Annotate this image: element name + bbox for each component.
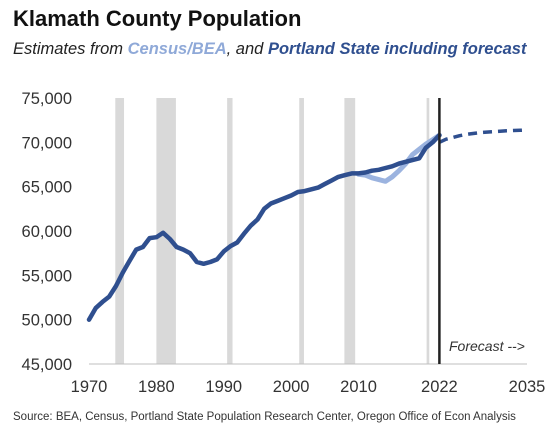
x-tick-label: 1970 [71,378,108,396]
y-tick-label: 55,000 [22,267,72,285]
subtitle-middle: , and [226,40,268,58]
y-axis-tick-labels: 45,000 50,000 55,000 60,000 65,000 70,000 75,0… [22,90,72,374]
y-tick-label: 75,000 [22,90,72,108]
forecast-label: Forecast --> [449,338,525,354]
x-tick-label: 2035 [509,378,546,396]
x-axis-tick-labels: 1970 1980 1990 2000 2010 2022 2035 [71,378,546,396]
y-tick-label: 60,000 [22,223,72,241]
x-tick-label: 2000 [273,378,310,396]
y-tick-label: 45,000 [22,356,72,374]
y-tick-label: 50,000 [22,312,72,330]
recession-band-6 [426,98,430,364]
chart-title: Klamath County Population [13,6,302,31]
x-tick-label: 1990 [205,378,242,396]
census-bea-line [356,132,442,184]
x-tick-label: 2022 [421,378,458,396]
subtitle-census-series: Census/BEA [127,40,227,58]
y-tick-label: 70,000 [22,134,72,152]
subtitle-psu-series: Portland State including forecast [267,40,527,58]
x-tick-label: 2010 [340,378,377,396]
x-tick-label: 1980 [138,378,175,396]
chart-subtitle: Estimates from Census/BEA, and Portland … [13,40,526,59]
recession-bands [115,98,430,364]
recession-band-5 [344,98,356,364]
subtitle-prefix: Estimates from [13,40,128,58]
portland-state-forecast-line [438,128,528,144]
y-tick-label: 65,000 [22,179,72,197]
recession-band-1 [115,98,125,364]
recession-band-2 [156,98,176,364]
source-note: Source: BEA, Census, Portland State Popu… [13,411,516,423]
series-lines [86,128,528,322]
recession-band-3 [227,98,233,364]
portland-state-line [86,132,442,322]
recession-band-4 [299,98,304,364]
